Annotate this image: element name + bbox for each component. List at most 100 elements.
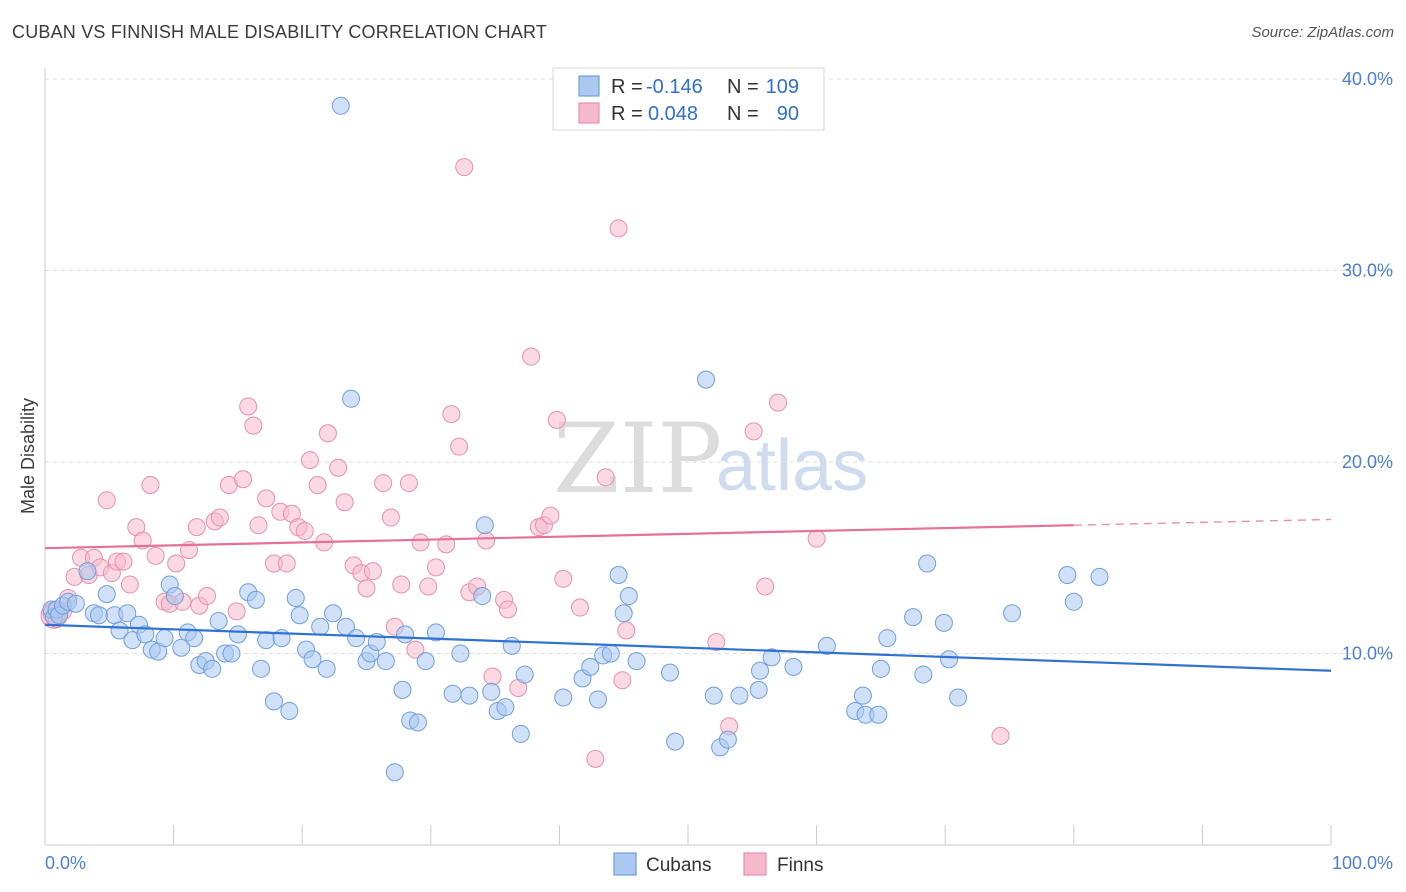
finns-point: [257, 489, 276, 508]
finns-point: [426, 558, 445, 577]
finns-point: [554, 569, 573, 588]
cubans-point: [385, 763, 404, 782]
cubans-point: [554, 688, 573, 707]
finns-point: [991, 726, 1010, 745]
finns-point: [570, 598, 589, 617]
finns-point: [97, 491, 116, 510]
y-tick-label: 10.0%: [1342, 644, 1393, 664]
finns-point: [547, 410, 566, 429]
cubans-point: [1090, 567, 1109, 586]
cubans-point: [609, 565, 628, 584]
finns-point: [450, 437, 469, 456]
watermark-atlas: atlas: [716, 426, 868, 506]
finns-point: [522, 347, 541, 366]
x-tick-label-max: 100.0%: [1332, 853, 1393, 873]
legend-r-value-cubans: -0.146: [646, 76, 703, 98]
bottom-legend-swatch-cubans: [613, 852, 637, 876]
cubans-point: [704, 686, 723, 705]
cubans-point: [203, 659, 222, 678]
cubans-point: [614, 604, 633, 623]
cubans-point: [451, 644, 470, 663]
finns-point: [392, 575, 411, 594]
cubans-point: [222, 644, 241, 663]
cubans-point: [136, 625, 155, 644]
cubans-point: [252, 659, 271, 678]
cubans-point: [627, 652, 646, 671]
cubans-point: [914, 665, 933, 684]
cubans-point: [475, 516, 494, 535]
y-tick-label: 30.0%: [1342, 261, 1393, 281]
cubans-point: [376, 652, 395, 671]
cubans-points: [42, 96, 1109, 782]
cubans-point: [311, 617, 330, 636]
cubans-point: [66, 594, 85, 613]
cubans-point: [155, 629, 174, 648]
finns-point: [329, 458, 348, 477]
cubans-point: [331, 96, 350, 115]
cubans-point: [869, 705, 888, 724]
finns-point: [318, 424, 337, 443]
cubans-point: [581, 657, 600, 676]
legend-n-label-finns: N =: [727, 103, 759, 125]
finns-point: [756, 577, 775, 596]
finns-point: [120, 575, 139, 594]
finns-point: [239, 397, 258, 416]
watermark-zip: ZIP: [553, 403, 722, 515]
cubans-point: [426, 623, 445, 642]
x-tick-marks: [173, 825, 1332, 845]
cubans-point: [118, 604, 137, 623]
cubans-point: [1003, 604, 1022, 623]
trend-lines: [44, 518, 1332, 672]
finns-point: [617, 621, 636, 640]
cubans-point: [408, 713, 427, 732]
cubans-point: [290, 606, 309, 625]
cubans-point: [730, 686, 749, 705]
finns-point: [141, 475, 160, 494]
finns-point: [363, 562, 382, 581]
finns-point: [455, 158, 474, 177]
cubans-point: [246, 590, 265, 609]
cubans-point: [496, 698, 515, 717]
y-axis-label: Male Disability: [18, 398, 38, 514]
cubans-point: [324, 604, 343, 623]
legend-swatch-cubans: [578, 75, 600, 97]
finns-point: [613, 671, 632, 690]
finns-point: [744, 422, 763, 441]
cubans-point: [416, 652, 435, 671]
y-tick-labels: 10.0% 20.0% 30.0% 40.0%: [1342, 69, 1393, 664]
finns-point: [586, 749, 605, 768]
cubans-point: [666, 732, 685, 751]
bottom-legend-label-finns: Finns: [777, 855, 823, 876]
finns-point: [295, 521, 314, 540]
cubans-point: [396, 625, 415, 644]
x-tick-label-min: 0.0%: [45, 853, 86, 873]
finns-point: [406, 640, 425, 659]
cubans-point: [904, 608, 923, 627]
finns-point: [399, 474, 418, 493]
finns-point: [411, 533, 430, 552]
finns-point: [609, 219, 628, 238]
cubans-point: [515, 665, 534, 684]
cubans-point: [228, 625, 247, 644]
cubans-point: [1064, 592, 1083, 611]
cubans-point: [817, 636, 836, 655]
cubans-point: [949, 688, 968, 707]
y-tick-label: 40.0%: [1342, 69, 1393, 89]
finns-point: [381, 508, 400, 527]
finns-point: [114, 552, 133, 571]
finns-point: [769, 393, 788, 412]
cubans-point: [78, 562, 97, 581]
cubans-point: [660, 663, 679, 682]
cubans-point: [443, 684, 462, 703]
cubans-point: [601, 644, 620, 663]
cubans-point: [172, 638, 191, 657]
cubans-point: [264, 692, 283, 711]
legend-r-label-finns: R =: [611, 103, 643, 125]
bottom-legend-label-cubans: Cubans: [646, 855, 712, 876]
cubans-trend-line: [44, 623, 1332, 672]
finns-point: [442, 405, 461, 424]
finns-point: [300, 451, 319, 470]
finns-point: [374, 474, 393, 493]
cubans-point: [257, 631, 276, 650]
